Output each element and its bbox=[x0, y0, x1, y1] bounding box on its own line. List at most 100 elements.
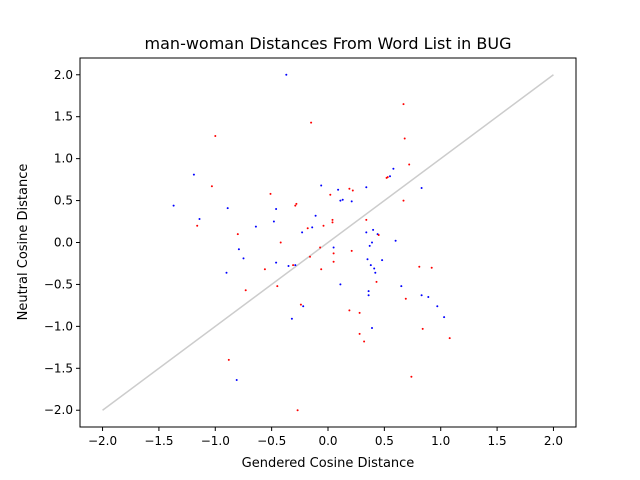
red-data-point bbox=[319, 246, 322, 249]
red-data-point bbox=[322, 224, 325, 227]
x-tick-label: −1.5 bbox=[144, 434, 173, 448]
blue-data-point bbox=[366, 258, 369, 261]
blue-data-point bbox=[420, 294, 423, 297]
red-data-point bbox=[418, 265, 421, 268]
blue-data-point bbox=[374, 271, 377, 274]
red-data-point bbox=[269, 192, 272, 195]
blue-data-point bbox=[400, 285, 403, 288]
red-data-point bbox=[227, 358, 230, 361]
blue-data-point bbox=[389, 175, 391, 178]
blue-data-point bbox=[242, 257, 245, 260]
red-data-point bbox=[276, 285, 279, 288]
blue-data-point bbox=[311, 226, 314, 229]
red-data-point bbox=[377, 234, 380, 236]
blue-data-point bbox=[369, 264, 372, 267]
red-data-point bbox=[358, 332, 361, 335]
red-data-point bbox=[329, 193, 332, 196]
y-tick-label: 1.0 bbox=[54, 152, 73, 166]
blue-data-point bbox=[254, 225, 257, 228]
blue-data-point bbox=[339, 283, 342, 286]
y-axis: −2.0 −1.5 −1.0 −0.5 0.0 0.5 1.0 1.5 2.0 bbox=[44, 68, 80, 417]
red-data-point bbox=[448, 337, 451, 340]
blue-data-point bbox=[226, 207, 229, 210]
y-tick-label: 0.0 bbox=[54, 236, 73, 250]
blue-data-point bbox=[367, 290, 370, 293]
red-data-point bbox=[351, 189, 354, 192]
red-data-point bbox=[386, 176, 389, 179]
chart-title: man-woman Distances From Word List in BU… bbox=[145, 34, 512, 53]
y-tick-label: −1.0 bbox=[44, 319, 73, 333]
red-data-point bbox=[402, 103, 405, 106]
red-data-point bbox=[375, 280, 378, 283]
red-data-point bbox=[236, 233, 239, 236]
red-data-point bbox=[403, 137, 406, 140]
blue-data-point bbox=[272, 220, 275, 223]
blue-data-point bbox=[420, 187, 423, 189]
blue-data-point bbox=[225, 271, 228, 274]
x-axis-label: Gendered Cosine Distance bbox=[242, 456, 415, 471]
blue-data-point bbox=[427, 296, 430, 298]
red-data-point bbox=[348, 187, 351, 190]
red-data-point bbox=[299, 303, 302, 306]
red-data-point bbox=[279, 241, 282, 244]
y-tick-label: −0.5 bbox=[44, 277, 73, 291]
blue-data-point bbox=[381, 259, 384, 262]
red-data-point bbox=[348, 309, 351, 312]
blue-data-point bbox=[367, 294, 370, 297]
x-tick-label: 2.0 bbox=[544, 434, 563, 448]
red-data-point bbox=[294, 204, 297, 207]
blue-data-point bbox=[235, 379, 238, 381]
x-tick-label: −1.0 bbox=[201, 434, 230, 448]
red-data-point bbox=[350, 249, 353, 252]
y-tick-label: 0.5 bbox=[54, 194, 73, 208]
blue-data-point bbox=[332, 246, 335, 249]
blue-data-point bbox=[436, 305, 439, 308]
blue-data-point bbox=[287, 265, 290, 267]
blue-data-point bbox=[371, 327, 373, 329]
blue-data-point bbox=[302, 305, 305, 308]
red-data-point bbox=[295, 202, 298, 205]
red-data-point bbox=[331, 221, 334, 224]
red-data-point bbox=[244, 289, 247, 292]
blue-data-point bbox=[365, 186, 368, 189]
blue-data-point bbox=[339, 199, 342, 202]
blue-data-point bbox=[320, 184, 323, 187]
blue-data-point bbox=[371, 241, 373, 244]
red-data-point bbox=[214, 135, 217, 137]
red-data-point bbox=[320, 268, 323, 271]
blue-data-point bbox=[285, 73, 288, 76]
blue-data-point bbox=[301, 231, 304, 234]
red-data-point bbox=[365, 218, 368, 221]
blue-data-point bbox=[192, 173, 195, 176]
red-data-point bbox=[358, 311, 361, 314]
blue-data-point bbox=[172, 204, 175, 207]
diagonal-reference-line bbox=[102, 74, 554, 411]
y-tick-label: 2.0 bbox=[54, 68, 73, 82]
blue-data-point bbox=[373, 267, 376, 270]
blue-data-point bbox=[314, 214, 317, 217]
blue-data-point bbox=[368, 244, 371, 247]
x-tick-label: 1.5 bbox=[488, 434, 507, 448]
y-tick-label: −1.5 bbox=[44, 361, 73, 375]
red-data-point bbox=[402, 199, 405, 202]
red-data-point bbox=[331, 218, 334, 221]
blue-data-point bbox=[365, 231, 368, 234]
y-axis-label: Neutral Cosine Distance bbox=[16, 164, 31, 321]
red-data-point bbox=[404, 297, 407, 300]
blue-data-point bbox=[372, 228, 375, 231]
x-tick-label: 0.5 bbox=[375, 434, 394, 448]
red-data-point bbox=[210, 185, 213, 188]
red-data-point bbox=[263, 268, 266, 271]
blue-data-point bbox=[394, 239, 397, 242]
blue-data-point bbox=[392, 167, 395, 170]
x-tick-label: −2.0 bbox=[88, 434, 117, 448]
blue-data-point bbox=[294, 264, 297, 267]
x-axis: −2.0 −1.5 −1.0 −0.5 0.0 0.5 1.0 1.5 2.0 bbox=[88, 427, 563, 448]
blue-data-point bbox=[275, 208, 278, 210]
red-data-point bbox=[408, 163, 411, 166]
x-tick-label: 1.0 bbox=[431, 434, 450, 448]
red-data-point bbox=[309, 255, 311, 258]
data-points-layer bbox=[172, 73, 451, 412]
